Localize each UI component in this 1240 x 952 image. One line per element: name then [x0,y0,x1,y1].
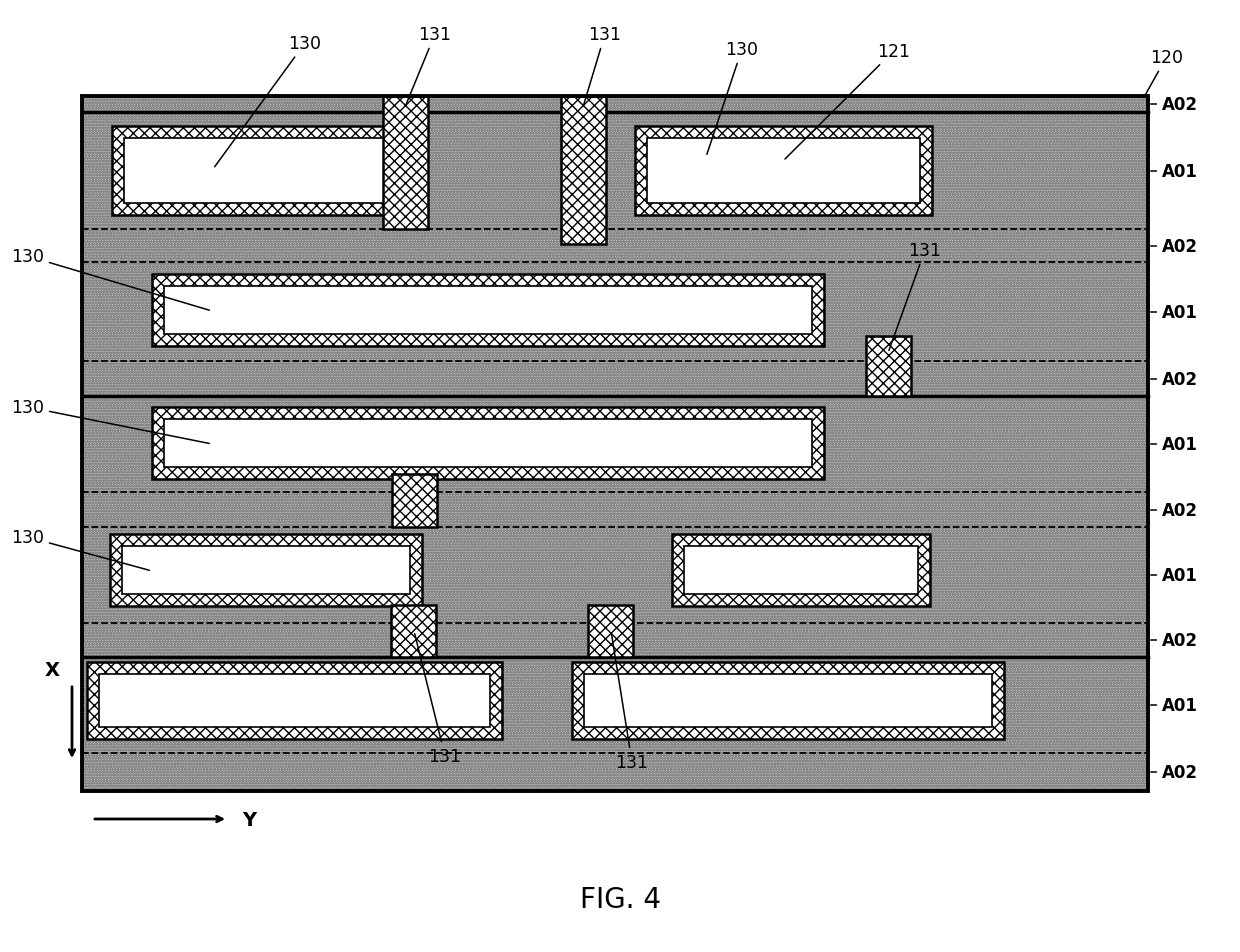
Bar [153,275,825,347]
Text: A02: A02 [1151,370,1198,388]
Bar [584,674,992,727]
Text: 131: 131 [405,26,451,106]
Bar [572,663,1004,739]
Bar [153,407,825,480]
Bar [391,605,436,657]
Text: A01: A01 [1151,566,1198,585]
Text: 131: 131 [889,242,941,351]
Text: X: X [45,660,60,679]
Bar [124,139,384,204]
Text: FIG. 4: FIG. 4 [579,885,661,913]
Text: 131: 131 [584,26,621,106]
Text: 130: 130 [11,248,210,311]
Bar [82,97,1148,791]
Bar [672,534,930,606]
Text: A01: A01 [1151,304,1198,322]
Bar [392,474,436,527]
Text: A02: A02 [1151,764,1198,782]
Bar [87,663,502,739]
Bar [112,127,397,216]
Text: A02: A02 [1151,631,1198,649]
Text: 131: 131 [611,634,649,771]
Text: 131: 131 [414,634,461,765]
Bar [383,97,428,229]
Bar [684,546,918,594]
Text: Y: Y [242,809,257,828]
Text: 121: 121 [785,43,910,160]
Bar [635,127,932,216]
Bar [647,139,920,204]
Text: A01: A01 [1151,696,1198,714]
Bar [164,420,812,467]
Text: A02: A02 [1151,96,1198,114]
Bar [164,287,812,335]
Bar [122,546,410,594]
Bar [866,337,911,397]
Bar [588,605,632,657]
Bar [99,674,490,727]
Text: A02: A02 [1151,502,1198,520]
Text: 130: 130 [11,399,210,444]
Text: 130: 130 [11,528,149,570]
Bar [560,97,606,245]
Text: A01: A01 [1151,163,1198,181]
Text: A01: A01 [1151,436,1198,453]
Text: 130: 130 [215,35,321,168]
Text: 120: 120 [1145,49,1183,97]
Text: A02: A02 [1151,238,1198,256]
Text: 130: 130 [707,41,759,155]
Bar [110,534,422,606]
Bar [82,97,1148,791]
Bar [82,97,1148,791]
